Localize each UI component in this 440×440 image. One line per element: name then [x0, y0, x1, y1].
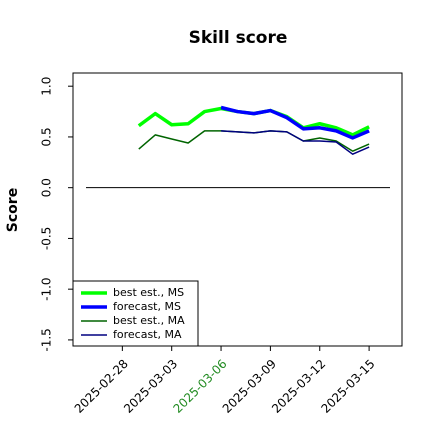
legend-label: forecast, MS	[113, 300, 181, 313]
chart-title: Skill score	[189, 28, 288, 48]
y-tick-label: 1.0	[40, 77, 54, 96]
legend-label: best est., MS	[113, 286, 184, 299]
y-tick-label: -0.5	[40, 227, 54, 250]
y-axis-label: Score	[5, 188, 21, 232]
y-tick-label: -1.5	[40, 328, 54, 351]
series-line	[220, 105, 370, 140]
y-tick-label: -1.0	[40, 277, 54, 300]
series-line	[221, 130, 370, 155]
legend-label: best est., MA	[113, 314, 185, 327]
legend-label: forecast, MA	[113, 328, 182, 341]
series-line	[138, 130, 370, 152]
y-tick-label: 0.0	[40, 178, 54, 197]
y-tick-label: 0.5	[40, 127, 54, 146]
plot-frame	[72, 72, 403, 347]
x-tick-label: 2025-03-15	[318, 357, 377, 416]
